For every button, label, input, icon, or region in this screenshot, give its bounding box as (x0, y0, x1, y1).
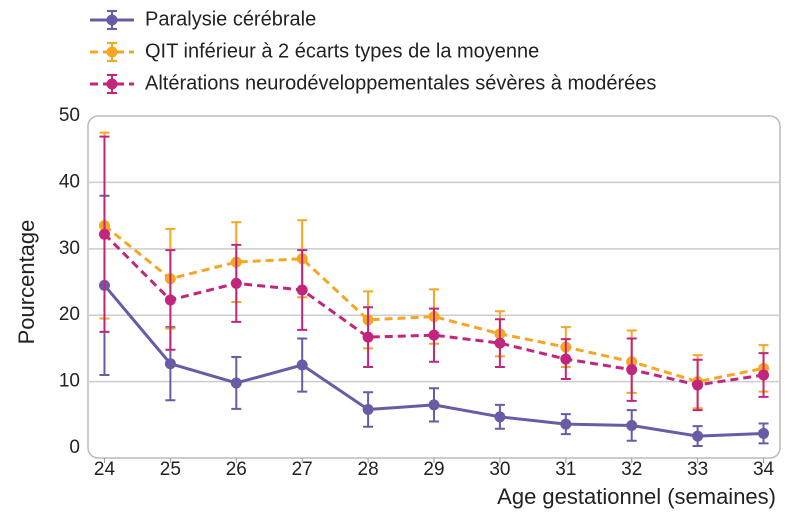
data-point (758, 369, 770, 381)
data-point (296, 359, 308, 371)
y-tick-label: 0 (69, 437, 80, 458)
data-point (164, 294, 176, 306)
legend-item: Altérations neurodéveloppementales sévèr… (90, 72, 656, 94)
x-axis-label: Age gestationnel (semaines) (497, 484, 776, 509)
data-point (494, 411, 506, 423)
legend-marker (106, 14, 118, 26)
x-tick-label: 26 (226, 459, 247, 480)
data-point (362, 331, 374, 343)
legend-label: Paralysie cérébrale (145, 8, 316, 30)
legend-marker (106, 78, 118, 90)
legend-item: Paralysie cérébrale (90, 8, 316, 30)
data-point (560, 353, 572, 365)
y-tick-label: 30 (59, 238, 80, 259)
x-tick-label: 32 (621, 459, 642, 480)
legend-marker (106, 46, 118, 58)
data-point (230, 277, 242, 289)
data-point (428, 329, 440, 341)
data-point (560, 418, 572, 430)
x-tick-label: 34 (753, 459, 775, 480)
legend-label: QIT inférieur à 2 écarts types de la moy… (145, 40, 539, 62)
data-point (296, 284, 308, 296)
data-point (98, 228, 110, 240)
x-tick-label: 27 (292, 459, 313, 480)
y-tick-label: 10 (59, 371, 80, 392)
y-tick-label: 40 (59, 171, 80, 192)
data-point (428, 399, 440, 411)
x-tick-label: 25 (160, 459, 181, 480)
data-point (692, 430, 704, 442)
data-point (494, 337, 506, 349)
x-tick-label: 33 (687, 459, 708, 480)
data-point (758, 427, 770, 439)
y-tick-label: 50 (59, 105, 80, 126)
x-tick-label: 29 (423, 459, 444, 480)
data-point (230, 377, 242, 389)
y-axis-label: Pourcentage (14, 220, 39, 345)
data-point (362, 404, 374, 416)
legend-label: Altérations neurodéveloppementales sévèr… (145, 72, 656, 94)
data-point (692, 379, 704, 391)
x-tick-label: 24 (94, 459, 116, 480)
y-tick-label: 20 (59, 304, 80, 325)
data-point (626, 364, 638, 376)
x-tick-label: 31 (555, 459, 576, 480)
legend-item: QIT inférieur à 2 écarts types de la moy… (90, 40, 539, 62)
data-point (164, 358, 176, 370)
x-tick-label: 28 (358, 459, 379, 480)
x-tick-label: 30 (489, 459, 510, 480)
data-point (626, 419, 638, 431)
series-line (103, 224, 764, 384)
